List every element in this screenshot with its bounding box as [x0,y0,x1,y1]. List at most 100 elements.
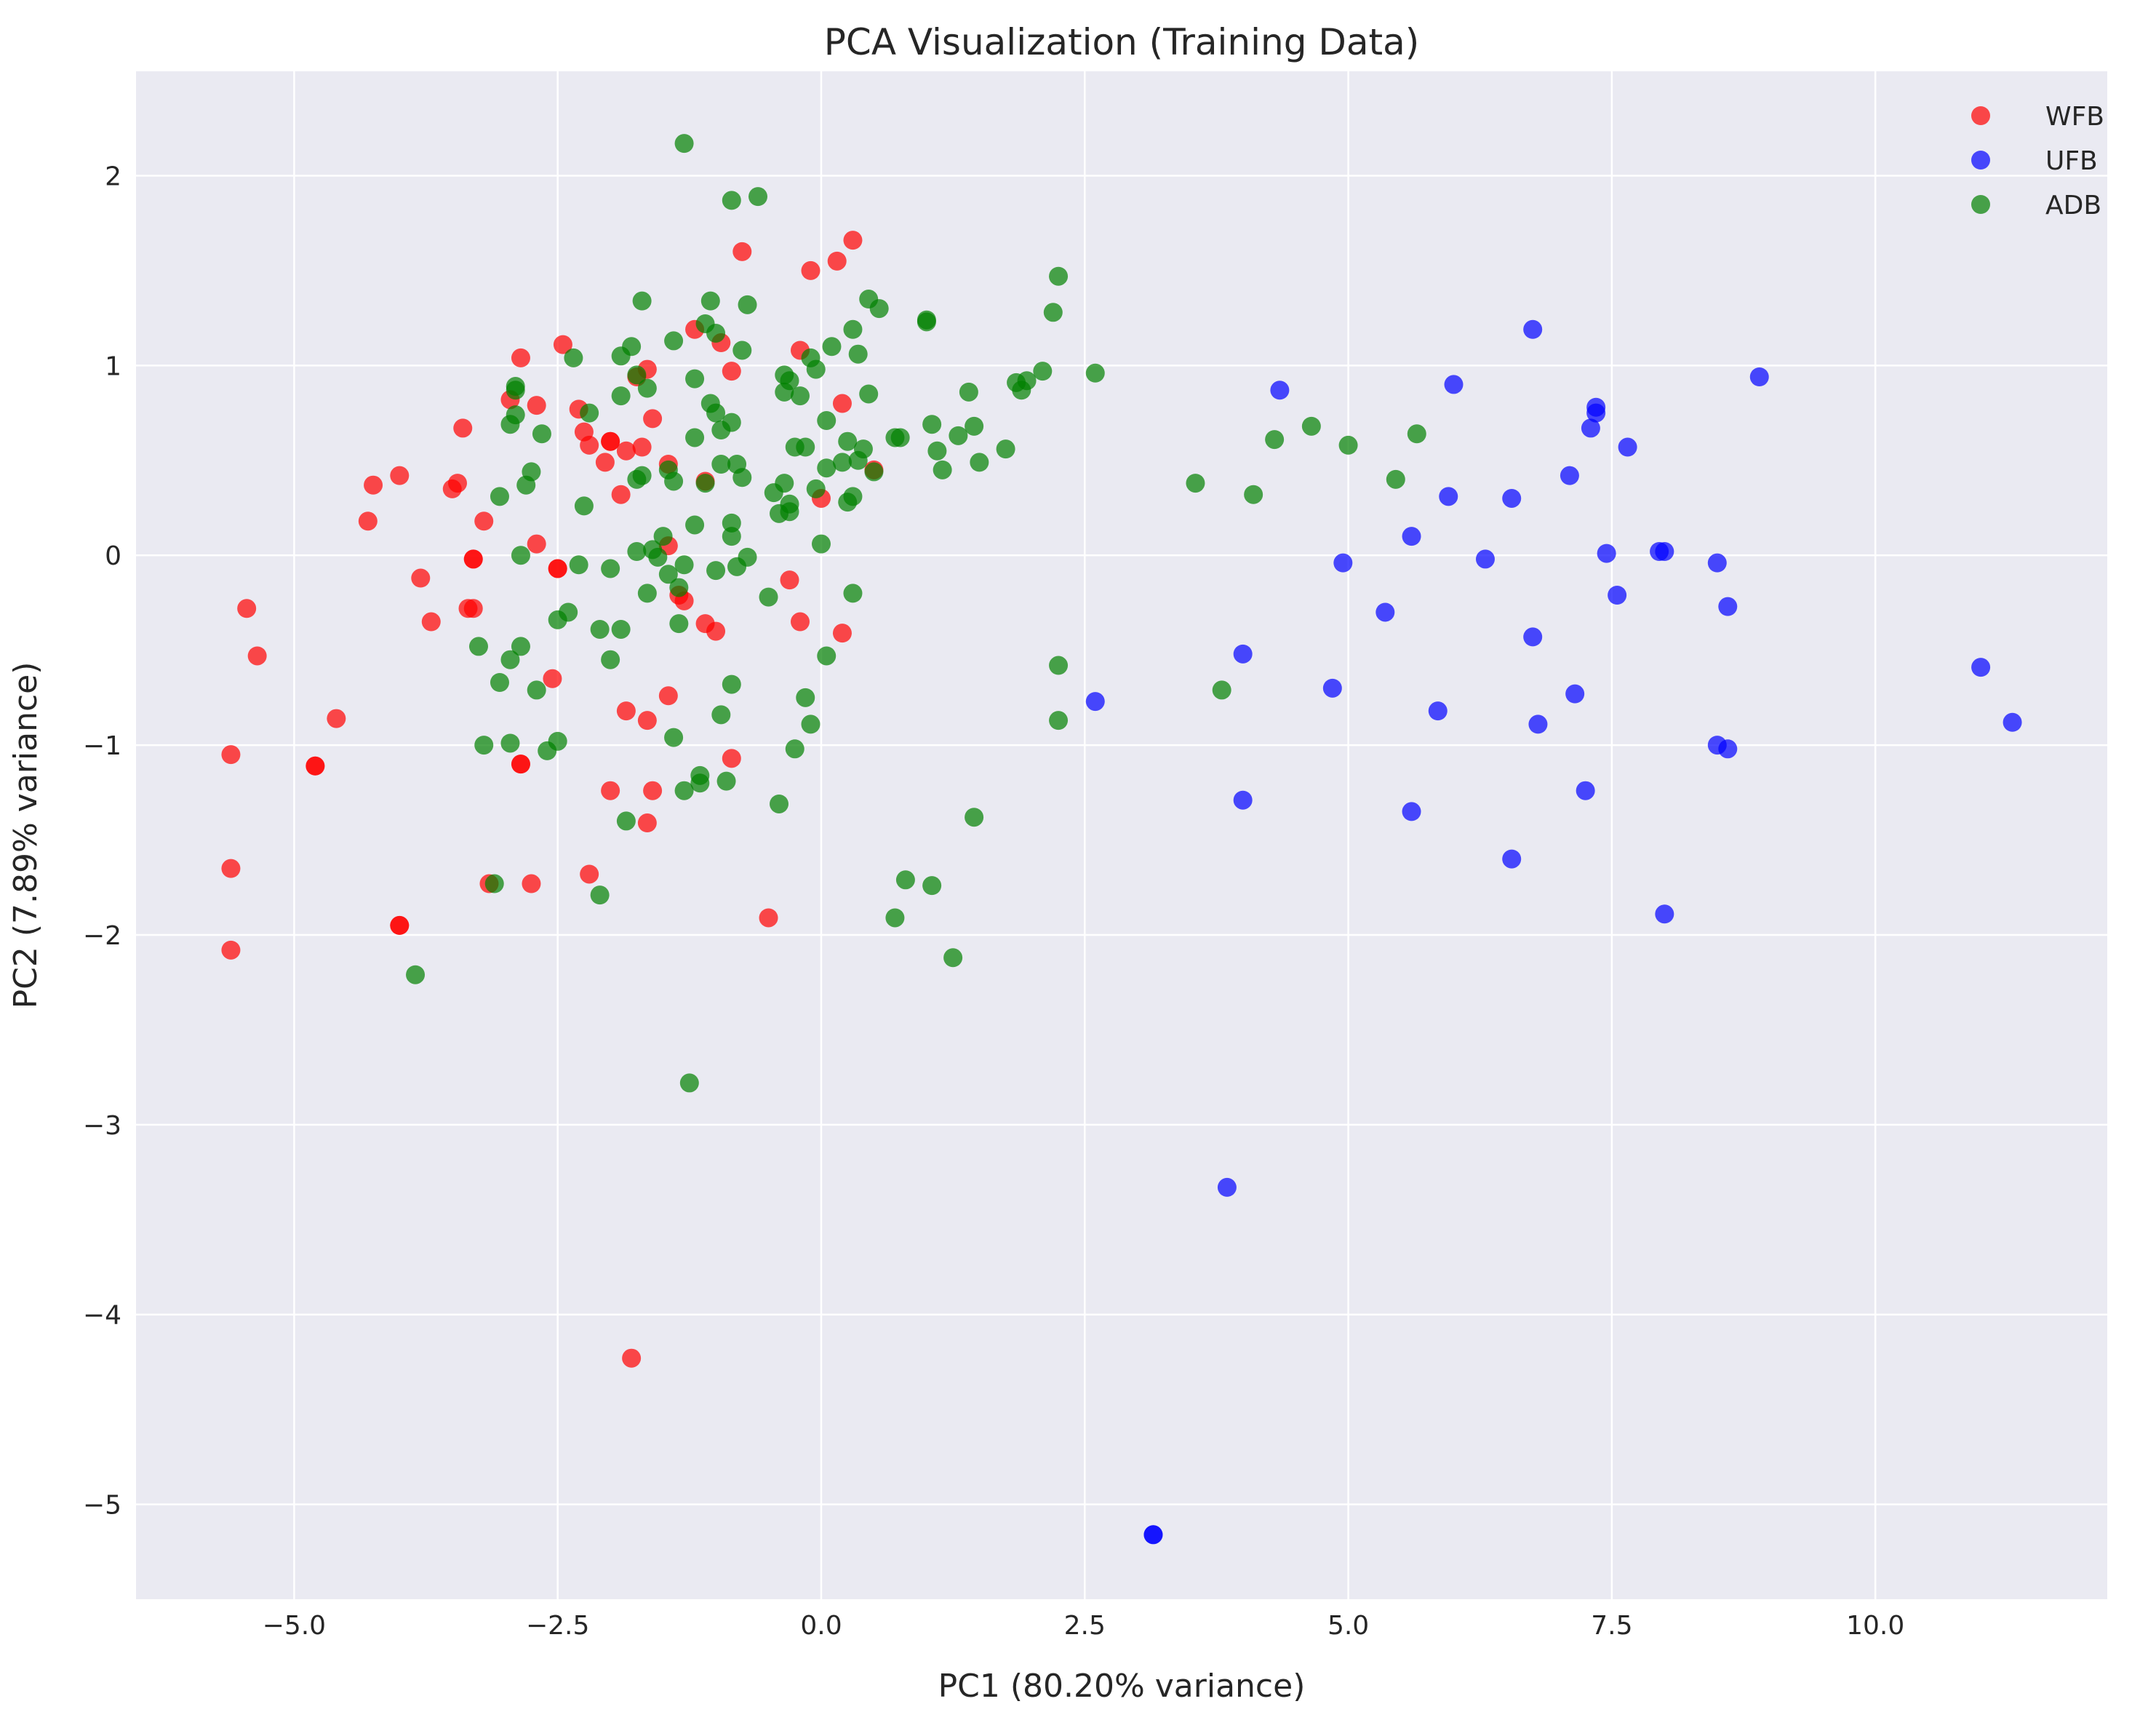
legend-label: UFB [2045,146,2098,176]
tick-labels: −5.0 −2.5 0.0 2.5 5.0 7.5 10.0 −5 −4 −3 −2 −1 0 1 2 [83,162,1904,1641]
data-point [1523,627,1543,647]
data-point [2003,712,2022,732]
y-tick-label: −4 [83,1301,121,1331]
data-point [949,426,968,445]
data-point [559,602,578,622]
data-point [490,487,509,506]
data-point [511,755,530,774]
y-tick-label: 0 [105,541,121,571]
data-point [601,431,620,451]
data-point [927,441,947,461]
data-point [843,231,863,250]
data-point [463,599,483,618]
data-point [933,460,952,479]
data-point [1576,781,1595,800]
data-point [895,870,915,890]
data-point [616,441,636,461]
data-point [406,965,426,984]
data-point [453,418,473,438]
x-tick-label: 10.0 [1846,1611,1904,1641]
data-point [775,474,794,493]
data-point [1217,1177,1237,1197]
data-point [669,614,689,634]
x-axis-label: PC1 (80.20% variance) [938,1668,1306,1705]
data-point [611,386,631,406]
x-tick-label: 7.5 [1591,1611,1632,1641]
data-point [306,756,325,776]
data-point [801,714,821,734]
data-point [500,733,520,753]
data-point [832,624,852,643]
data-point [674,781,694,800]
series-adb [406,134,1426,1093]
data-point [674,134,694,154]
data-point [1043,303,1063,322]
data-point [527,534,546,554]
data-point [1233,644,1253,664]
data-point [780,371,799,391]
x-tick-label: −5.0 [263,1611,326,1641]
data-point [1186,474,1205,493]
data-point [817,411,837,430]
data-point [1655,542,1674,561]
data-point [853,439,873,459]
data-point [601,650,620,669]
data-point [706,324,726,343]
data-point [738,547,757,567]
data-point [922,876,942,896]
data-point [474,511,494,531]
data-point [1386,469,1405,489]
data-point [1608,586,1627,605]
data-point [843,487,863,506]
data-point [1322,678,1342,698]
data-point [1655,904,1674,924]
data-point [632,437,652,457]
data-point [838,431,858,451]
data-point [669,578,689,597]
y-tick-label: 1 [105,351,121,381]
data-point [869,299,889,319]
data-point [817,458,837,478]
data-point [859,384,879,404]
data-point [506,405,525,425]
data-point [543,669,562,688]
data-point [527,396,546,415]
data-point [780,502,799,522]
data-point [722,513,741,533]
data-point [237,599,257,618]
data-point [706,561,726,581]
y-tick-label: −2 [83,921,121,951]
data-point [1523,319,1543,339]
data-point [1033,362,1053,381]
data-point [1049,656,1069,675]
data-point [364,475,383,495]
data-point [390,915,410,935]
data-point [1428,701,1448,721]
data-point [474,736,494,755]
data-point [1212,680,1231,700]
data-point [616,811,636,831]
y-axis-label: PC2 (7.89% variance) [7,662,44,1009]
data-point [801,260,821,280]
data-point [1528,714,1548,734]
data-point [922,415,942,434]
data-point [221,745,241,765]
data-point [711,705,731,725]
data-point [1333,553,1353,573]
data-point [1565,684,1585,704]
legend-label: ADB [2045,191,2101,220]
data-point [1244,485,1263,504]
legend-label: WFB [2045,102,2104,132]
data-point [622,337,642,357]
data-point [965,416,984,436]
data-point [590,619,610,639]
data-point [759,908,778,928]
data-point [595,453,615,472]
data-point [1402,802,1421,821]
data-point [1618,437,1637,457]
y-tick-label: −1 [83,731,121,761]
data-point [843,319,863,339]
data-point [1586,403,1606,423]
data-point [1270,381,1290,400]
